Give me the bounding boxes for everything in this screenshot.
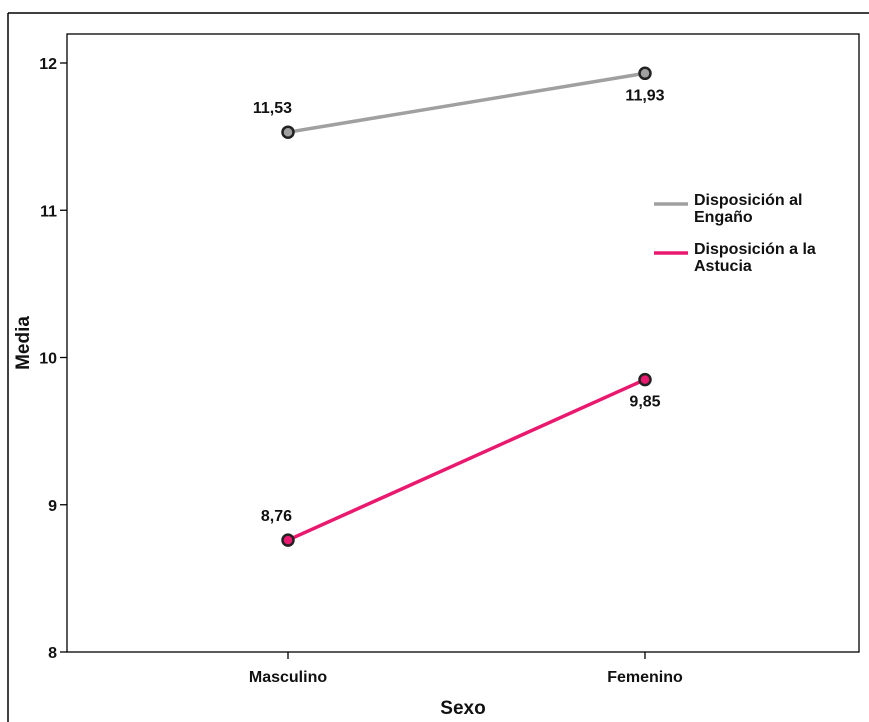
y-tick-label: 8 <box>48 645 57 662</box>
data-point <box>638 66 652 81</box>
data-point <box>638 372 652 387</box>
data-label: 11,53 <box>253 100 292 117</box>
y-axis: 8 9 10 11 12 <box>39 56 67 662</box>
data-label: 9,85 <box>629 394 660 411</box>
x-tick-label: Femenino <box>607 669 683 686</box>
series-layer: 11,53 11,93 8,76 9,85 <box>253 66 665 547</box>
data-label: 8,76 <box>261 508 292 525</box>
x-axis-label: Sexo <box>440 698 485 719</box>
data-label: 11,93 <box>625 87 664 104</box>
data-point <box>281 125 295 139</box>
data-point <box>281 533 295 547</box>
legend-label: Disposición a la <box>694 241 816 258</box>
x-axis: Masculino Femenino <box>249 652 683 686</box>
x-tick-label: Masculino <box>249 669 327 686</box>
series-line <box>287 377 646 542</box>
y-tick-label: 12 <box>39 56 57 73</box>
legend-label: Disposición al <box>694 192 802 209</box>
y-tick-label: 11 <box>40 203 57 220</box>
legend-label: Engaño <box>694 209 753 226</box>
y-tick-label: 9 <box>48 498 57 515</box>
legend-label: Astucia <box>694 258 752 275</box>
y-tick-label: 10 <box>39 351 57 368</box>
y-axis-label: Media <box>13 316 34 370</box>
plot-area <box>66 33 860 653</box>
series-line <box>287 71 646 134</box>
